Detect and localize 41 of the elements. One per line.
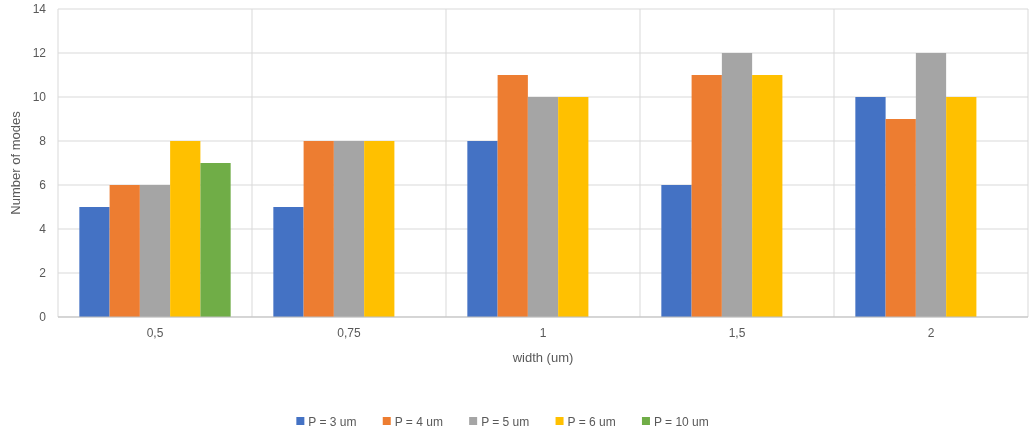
bar xyxy=(333,141,365,317)
bar xyxy=(527,97,559,317)
bar xyxy=(79,207,110,317)
bar xyxy=(946,97,977,317)
bar xyxy=(467,141,498,317)
bar xyxy=(170,141,201,317)
legend-label: P = 5 um xyxy=(481,415,530,429)
y-tick-label: 4 xyxy=(39,222,47,237)
x-tick-label: 2 xyxy=(927,326,935,340)
bar xyxy=(497,75,528,317)
y-tick-label: 10 xyxy=(32,90,47,105)
bar xyxy=(855,97,886,317)
bar xyxy=(752,75,783,317)
x-tick-label: 1 xyxy=(539,326,547,340)
x-tick-label: 0,75 xyxy=(337,326,361,340)
bar xyxy=(200,163,231,317)
bar xyxy=(691,75,722,317)
bar xyxy=(109,185,140,317)
bar xyxy=(303,141,334,317)
legend-label: P = 6 um xyxy=(567,415,616,429)
legend-label: P = 4 um xyxy=(394,415,443,429)
x-axis-title: width (um) xyxy=(511,350,574,365)
y-tick-label: 6 xyxy=(39,178,47,193)
x-tick-label: 1,5 xyxy=(728,326,746,340)
y-tick-label: 8 xyxy=(39,134,47,149)
bar xyxy=(915,53,947,317)
y-tick-label: 14 xyxy=(32,2,47,17)
bar xyxy=(139,185,171,317)
bar xyxy=(558,97,589,317)
y-tick-label: 0 xyxy=(39,310,47,325)
y-tick-label: 12 xyxy=(32,46,47,61)
y-axis-title: Number of modes xyxy=(8,110,23,215)
bar xyxy=(661,185,692,317)
bar xyxy=(721,53,753,317)
legend-label: P = 10 um xyxy=(653,415,709,429)
x-tick-label: 0,5 xyxy=(146,326,164,340)
bar xyxy=(273,207,304,317)
y-tick-label: 2 xyxy=(39,266,47,281)
bar xyxy=(885,119,916,317)
legend-label: P = 3 um xyxy=(308,415,357,429)
bar xyxy=(364,141,395,317)
